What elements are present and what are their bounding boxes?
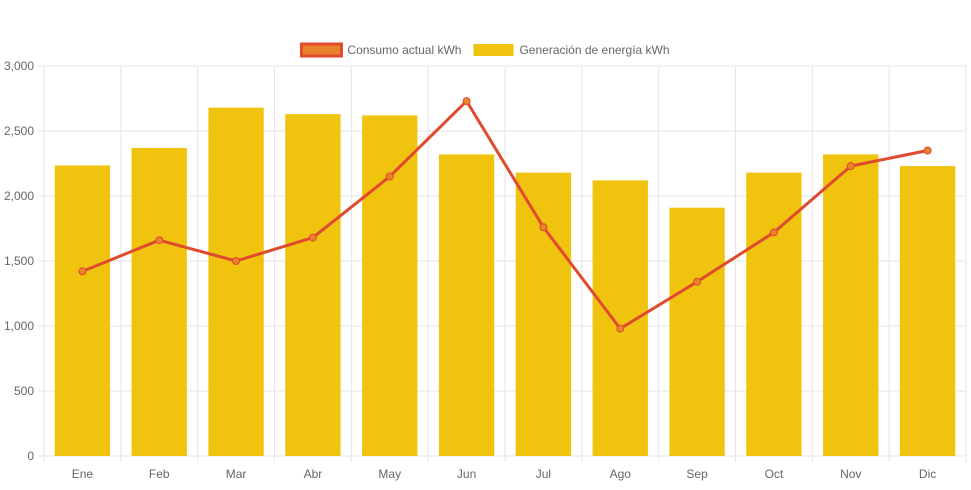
x-tick-label: Abr (304, 467, 323, 481)
x-tick-label: Oct (765, 467, 784, 481)
grid (38, 65, 967, 462)
x-tick-label: Sep (686, 467, 708, 481)
legend: Consumo actual kWh Generación de energía … (299, 42, 670, 58)
y-tick-label: 3,000 (4, 59, 34, 73)
line-point-abr (308, 233, 317, 242)
line-point-feb (155, 236, 164, 245)
line-point-may (385, 172, 394, 181)
bar-abr (285, 114, 341, 456)
bar-nov (823, 154, 879, 456)
y-tick-label: 0 (27, 449, 34, 463)
bar-sep (669, 207, 725, 456)
y-tick-label: 2,500 (4, 124, 34, 138)
line-point-nov (846, 162, 855, 171)
legend-label: Generación de energía kWh (519, 43, 669, 57)
y-axis-ticks: 0 500 1,000 1,500 2,000 2,500 3,000 (4, 59, 34, 463)
y-tick-label: 2,000 (4, 189, 34, 203)
x-tick-label: May (378, 467, 401, 481)
x-tick-label: Ago (610, 467, 632, 481)
y-tick-label: 1,500 (4, 254, 34, 268)
x-tick-label: Jun (457, 467, 476, 481)
bar-oct (746, 172, 802, 456)
legend-label: Consumo actual kWh (347, 43, 461, 57)
bar-jul (515, 172, 572, 456)
bar-series (54, 107, 956, 457)
bar-mar (208, 107, 264, 456)
line-point-ago (616, 324, 625, 333)
bar-jun (438, 154, 495, 456)
line-point-ene (78, 267, 87, 276)
x-tick-label: Ene (72, 467, 94, 481)
line-point-dic (923, 146, 932, 155)
y-tick-label: 1,000 (4, 319, 34, 333)
x-tick-label: Nov (840, 467, 861, 481)
bar-may (362, 115, 418, 457)
x-tick-label: Jul (536, 467, 551, 481)
bar-feb (131, 147, 187, 456)
y-tick-label: 500 (14, 384, 34, 398)
line-point-oct (769, 228, 778, 237)
legend-swatch (473, 44, 514, 56)
bar-dic (899, 166, 956, 456)
line-point-jul (539, 223, 548, 232)
x-tick-label: Mar (226, 467, 247, 481)
line-point-sep (693, 277, 702, 286)
line-series (78, 97, 932, 333)
x-tick-label: Dic (919, 467, 936, 481)
x-tick-label: Feb (149, 467, 170, 481)
bar-ene (54, 165, 111, 456)
line-point-jun (462, 97, 471, 106)
line-point-mar (232, 257, 241, 265)
legend-swatch (299, 42, 343, 58)
consumption-line (81, 99, 928, 331)
x-axis-ticks: Ene Feb Mar Abr May Jun Jul Ago Sep Oct Nov Dic (72, 467, 937, 481)
